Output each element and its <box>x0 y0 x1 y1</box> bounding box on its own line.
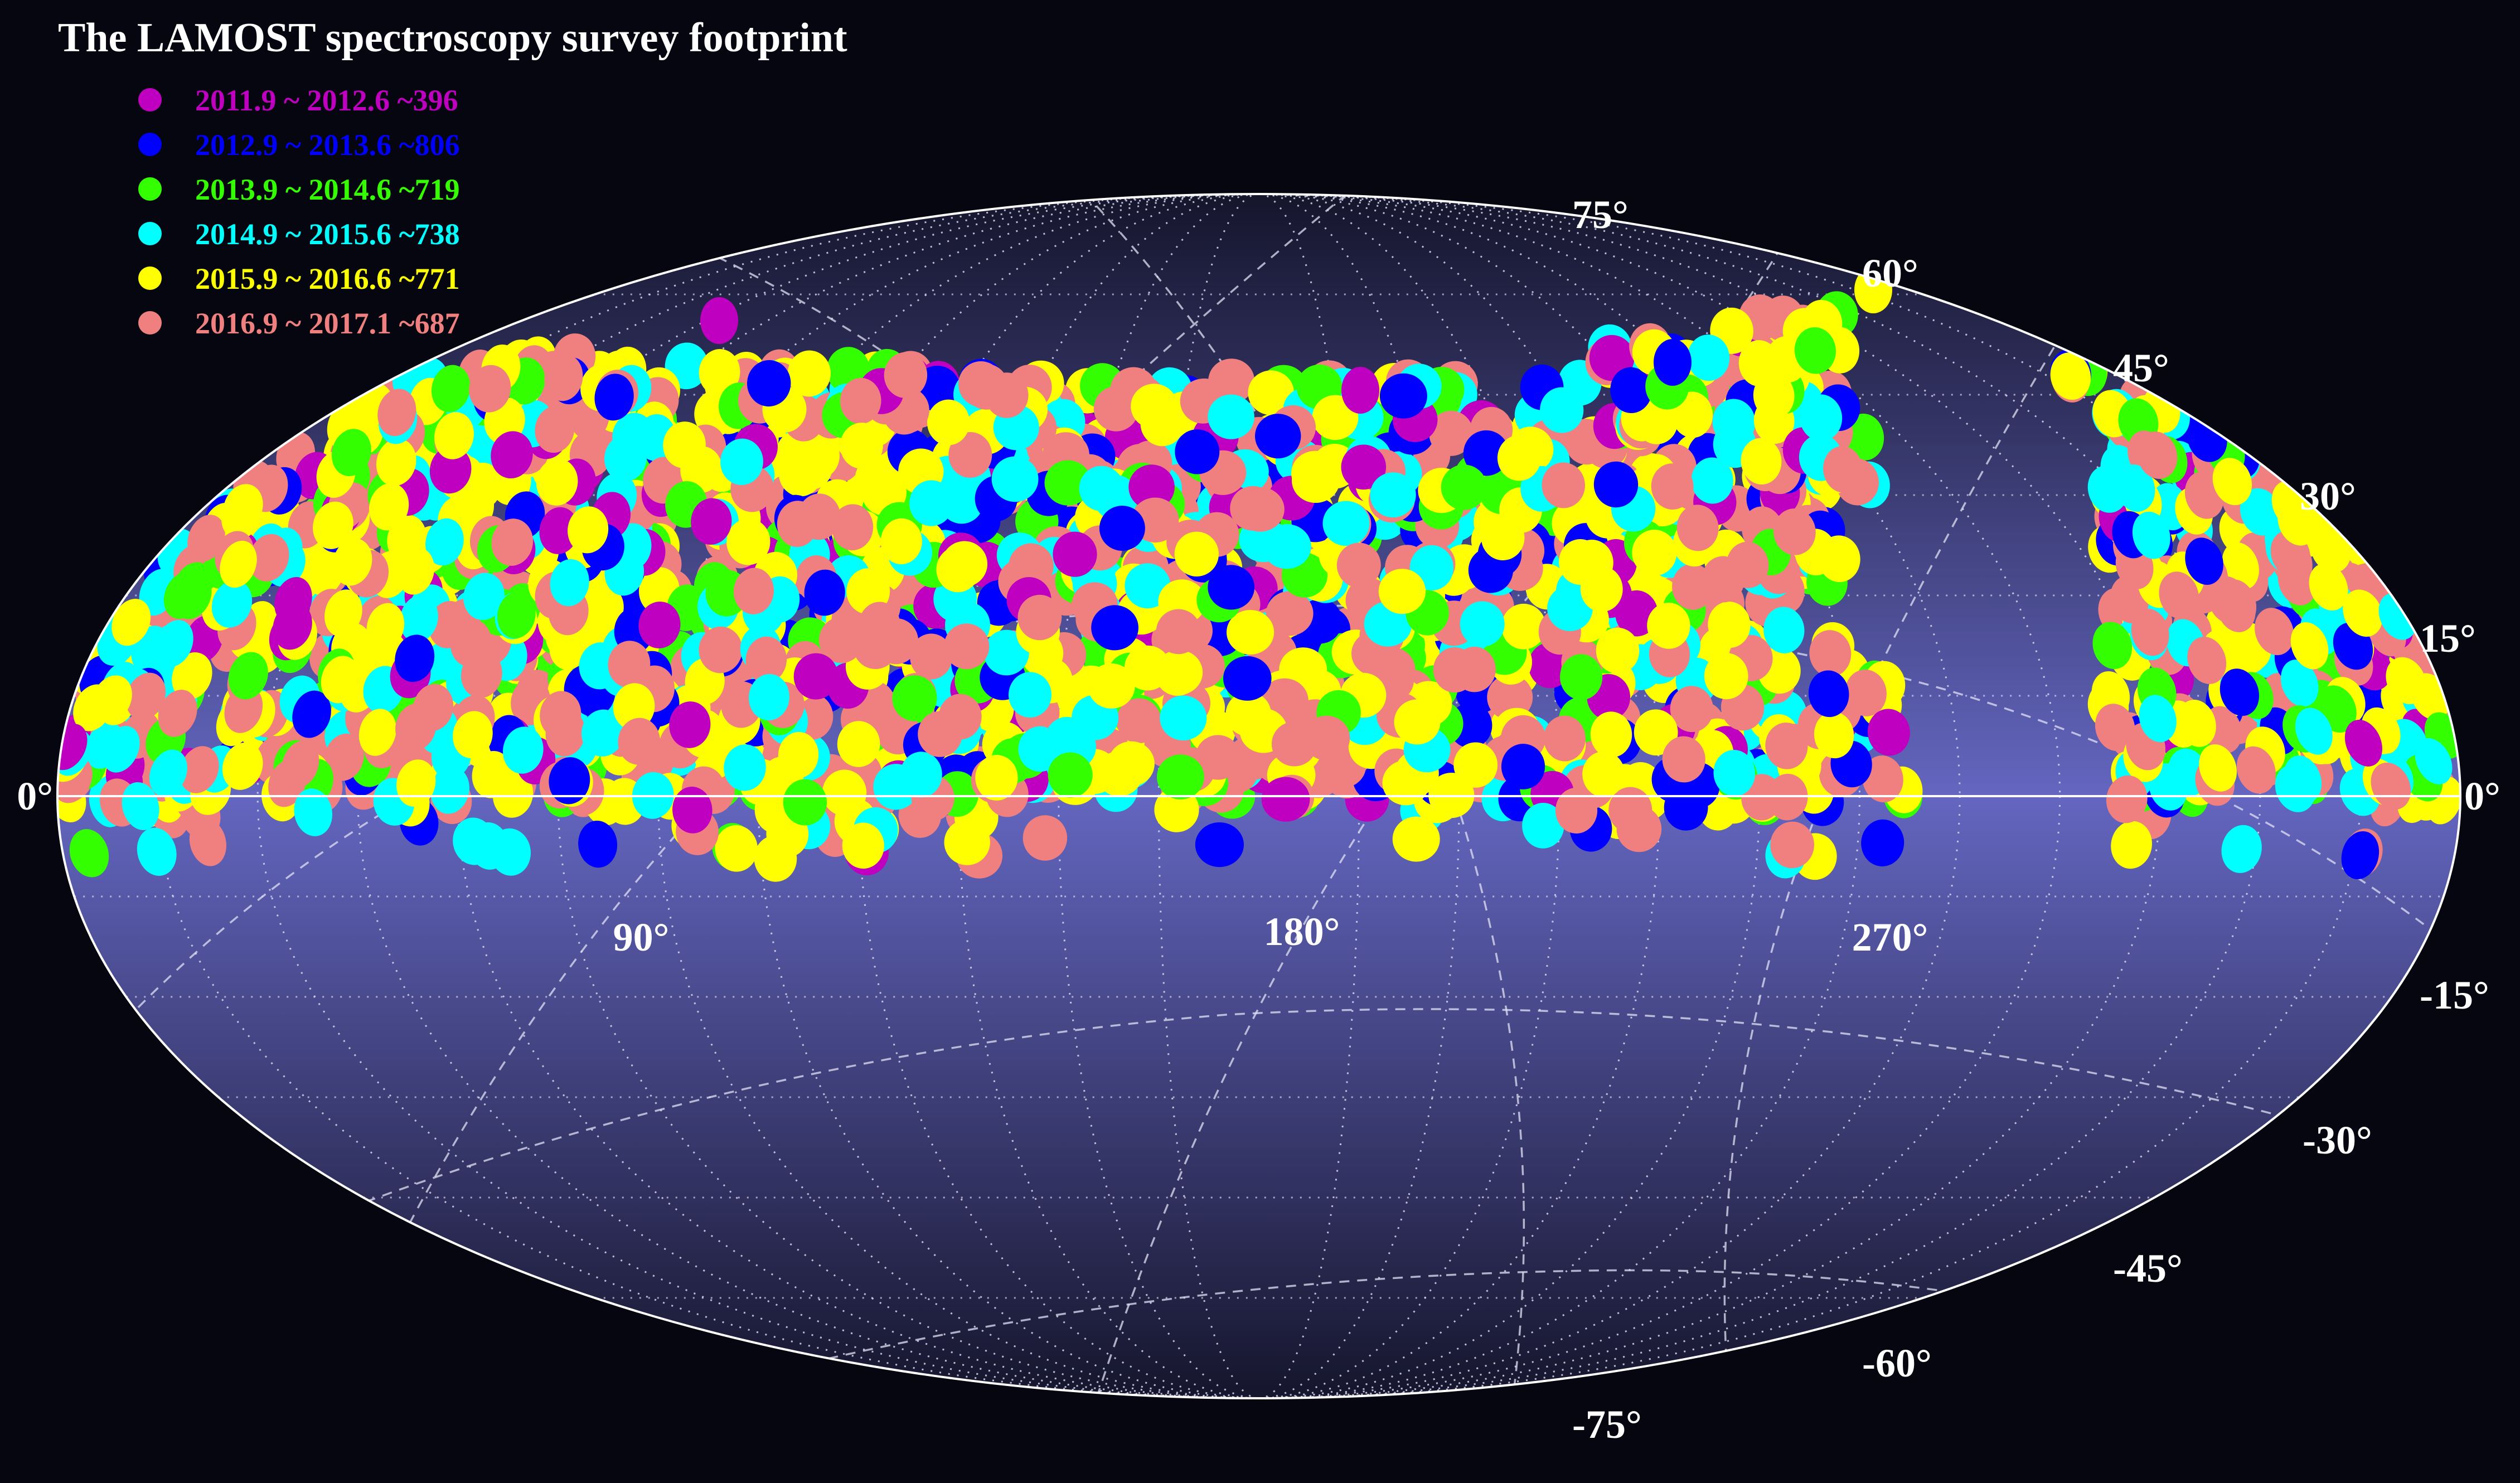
survey-plate <box>1155 650 1203 695</box>
latitude-label: 45° <box>2113 346 2169 390</box>
survey-plate <box>1654 339 1692 386</box>
survey-plate <box>1208 565 1255 610</box>
latitude-label: 0° <box>2464 774 2500 818</box>
latitude-label: -75° <box>1572 1402 1642 1447</box>
longitude-label: 90° <box>613 915 670 959</box>
legend-label: 2011.9 ~ 2012.6 ~396 <box>195 84 458 117</box>
survey-plate <box>699 349 740 396</box>
legend-label: 2014.9 ~ 2015.6 ~738 <box>195 217 460 251</box>
survey-plate <box>1131 384 1178 429</box>
survey-plate <box>69 829 109 878</box>
latitude-label: -15° <box>2420 973 2489 1017</box>
legend-marker <box>138 311 162 335</box>
survey-plate <box>1322 501 1370 546</box>
legend-label: 2016.9 ~ 2017.1 ~687 <box>195 307 460 340</box>
survey-plate <box>1208 394 1254 439</box>
overlay-gridline <box>167 1008 2398 1283</box>
survey-plate <box>1235 487 1285 532</box>
legend-marker <box>138 177 162 201</box>
survey-plate <box>700 297 738 344</box>
survey-plate <box>1394 699 1441 745</box>
survey-plate <box>1861 819 1904 866</box>
survey-plate <box>1336 542 1381 588</box>
legend-marker <box>138 133 162 156</box>
latitude-label: -60° <box>1862 1341 1932 1385</box>
survey-plate <box>1079 466 1124 511</box>
survey-plate <box>1175 429 1220 474</box>
survey-plate <box>1292 458 1340 503</box>
survey-plate <box>1099 505 1145 551</box>
legend-marker <box>138 266 162 290</box>
survey-plate <box>137 827 177 876</box>
survey-plate <box>1379 373 1427 419</box>
legend-label: 2012.9 ~ 2013.6 ~806 <box>195 128 460 162</box>
survey-plate <box>1261 777 1310 822</box>
survey-plate <box>1156 609 1201 655</box>
survey-plate <box>1370 472 1416 518</box>
survey-plate <box>1174 531 1219 576</box>
survey-plate <box>1088 663 1135 709</box>
latitude-label: 30° <box>2300 474 2356 518</box>
longitude-label: 180° <box>1264 909 1340 954</box>
legend-label: 2013.9 ~ 2014.6 ~719 <box>195 173 460 206</box>
latitude-label: 0° <box>17 774 53 818</box>
survey-plate <box>1160 695 1207 741</box>
latitude-label: 75° <box>1572 192 1629 237</box>
survey-plate <box>1262 524 1311 569</box>
survey-plate <box>1157 754 1204 799</box>
survey-plate <box>1271 721 1317 767</box>
survey-plate <box>1378 569 1426 614</box>
latitude-label: 60° <box>1862 251 1918 295</box>
survey-plate <box>1091 605 1138 651</box>
survey-plate <box>1195 822 1244 867</box>
survey-plate <box>2221 825 2262 873</box>
legend-marker <box>138 222 162 245</box>
survey-plate <box>1255 414 1301 459</box>
survey-plate <box>1223 656 1272 701</box>
legend-label: 2015.9 ~ 2016.6 ~771 <box>195 262 460 295</box>
survey-plates <box>57 266 2460 882</box>
latitude-label: 15° <box>2420 616 2476 661</box>
survey-plate <box>1392 816 1440 862</box>
latitude-label: -45° <box>2113 1246 2183 1291</box>
longitude-label: 270° <box>1852 915 1928 959</box>
survey-plate <box>1341 367 1379 414</box>
legend-marker <box>138 88 162 112</box>
survey-plate <box>490 828 531 876</box>
latitude-label: -30° <box>2303 1118 2372 1162</box>
map-title: The LAMOST spectroscopy survey footprint <box>58 15 847 61</box>
